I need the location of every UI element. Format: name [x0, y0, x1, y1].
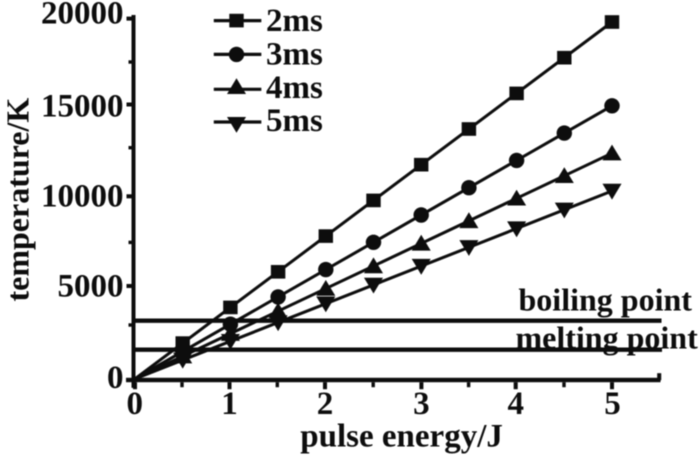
svg-text:10000: 10000 [41, 179, 124, 215]
svg-text:5: 5 [604, 386, 621, 422]
svg-text:15000: 15000 [41, 89, 124, 125]
svg-text:3: 3 [413, 386, 430, 422]
svg-text:melting point: melting point [516, 320, 699, 356]
svg-text:3ms: 3ms [266, 37, 323, 73]
svg-text:20000: 20000 [41, 0, 124, 32]
svg-text:0: 0 [107, 360, 124, 396]
svg-text:1: 1 [221, 386, 238, 422]
svg-text:2ms: 2ms [266, 3, 323, 39]
svg-text:0: 0 [126, 386, 143, 422]
svg-text:4: 4 [507, 386, 524, 422]
svg-text:4ms: 4ms [266, 70, 323, 106]
svg-text:boiling point: boiling point [519, 281, 693, 317]
svg-text:2: 2 [317, 386, 334, 422]
svg-text:temperature/K: temperature/K [0, 98, 36, 302]
svg-text:5ms: 5ms [266, 103, 323, 139]
svg-text:pulse energy/J: pulse energy/J [300, 419, 503, 455]
svg-text:5000: 5000 [58, 269, 124, 305]
